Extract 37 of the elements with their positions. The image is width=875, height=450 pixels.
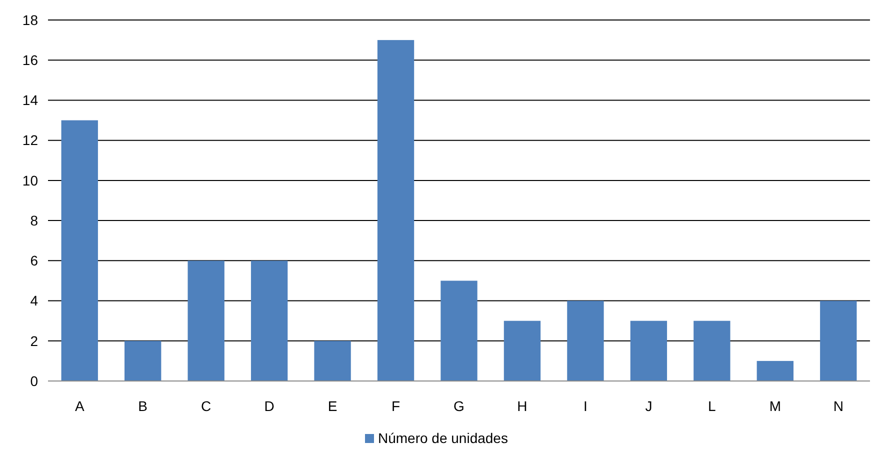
x-tick-label: H — [517, 398, 528, 414]
y-tick-label: 4 — [30, 292, 38, 309]
bar — [314, 340, 351, 381]
bar — [440, 280, 478, 381]
x-tick-label: E — [328, 398, 338, 414]
y-tick-label: 0 — [30, 372, 38, 389]
bar — [820, 300, 857, 381]
x-tick-label: J — [645, 398, 652, 414]
x-tick-label: A — [74, 398, 85, 414]
bar — [188, 260, 224, 381]
bar — [756, 360, 794, 381]
x-tick-label: L — [708, 398, 716, 414]
bar — [567, 300, 604, 381]
x-tick-label: G — [454, 398, 464, 414]
bar — [694, 320, 730, 381]
y-tick-label: 16 — [22, 52, 38, 68]
x-tick-label: C — [201, 398, 212, 414]
x-tick-label: D — [264, 398, 274, 414]
y-tick-label: 14 — [22, 92, 38, 108]
bar — [377, 40, 414, 381]
y-tick-label: 8 — [30, 212, 38, 228]
y-tick-label: 18 — [22, 12, 38, 28]
bar — [504, 320, 541, 381]
bar — [630, 320, 668, 381]
bar — [124, 340, 162, 381]
bar — [61, 120, 98, 381]
x-tick-label: I — [584, 398, 588, 414]
x-tick-label: B — [138, 398, 148, 414]
x-tick-label: F — [391, 398, 400, 414]
x-tick-label: N — [833, 398, 844, 414]
y-tick-label: 2 — [30, 332, 38, 349]
legend-label: Número de unidades — [378, 430, 508, 446]
bar — [250, 260, 288, 381]
y-tick-label: 10 — [22, 172, 38, 188]
y-tick-label: 6 — [30, 252, 38, 269]
y-tick-label: 12 — [22, 132, 38, 148]
x-tick-label: M — [769, 398, 781, 414]
